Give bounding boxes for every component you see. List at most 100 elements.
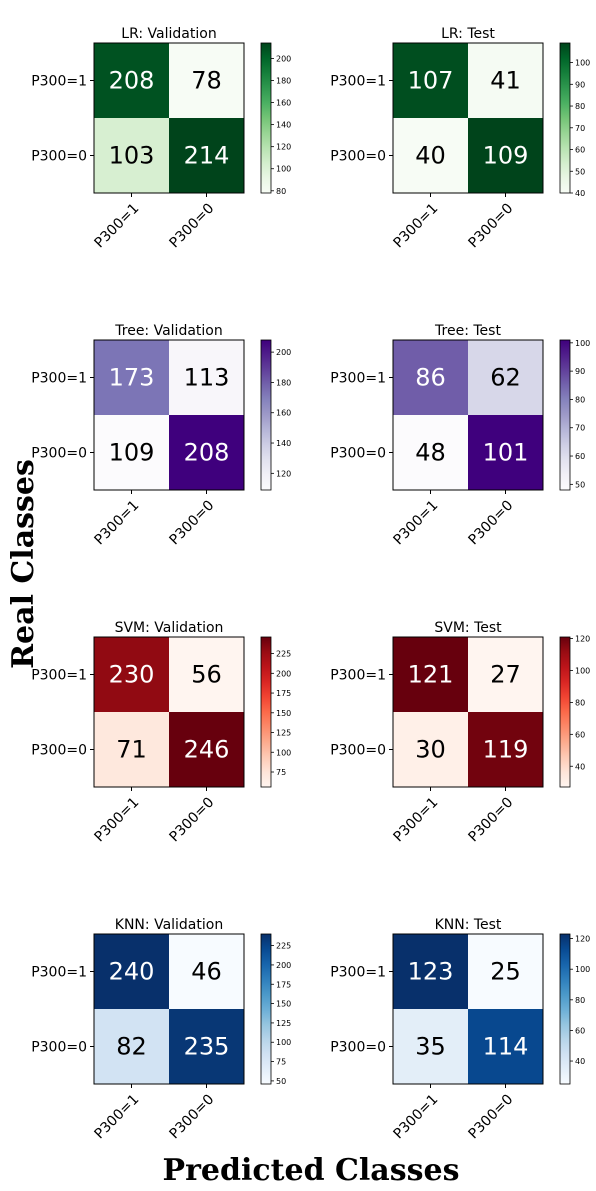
cell-value-label: 113	[184, 364, 230, 392]
cell-value-label: 71	[116, 736, 147, 764]
heatmap-panel: SVM: Test 121 27 30 119 P300=1 P300=0 P300=1 P30…	[330, 620, 590, 845]
row-tick-label: P300=0	[330, 1040, 386, 1056]
heatmap-cell	[169, 712, 244, 787]
heatmap-cell	[468, 43, 543, 118]
row-tick-label: P300=0	[330, 149, 386, 165]
colorbar-tick-label: 140	[276, 121, 291, 130]
colorbar-tick-label: 225	[276, 942, 291, 951]
row-tick-label: P300=0	[31, 149, 87, 165]
heatmap-panel: KNN: Test 123 25 35 114 P300=1 P300=0 P300=1 P30…	[330, 917, 590, 1142]
colorbar-tick-label: 140	[276, 439, 291, 448]
colorbar-tick-label: 180	[276, 77, 291, 86]
row-tick-label: P300=1	[330, 965, 386, 981]
column-tick-label: P300=1	[92, 201, 143, 252]
colorbar-tick-label: 60	[575, 1026, 585, 1035]
colorbar-tick-label: 120	[276, 469, 291, 478]
panel-title: Tree: Test	[434, 323, 501, 339]
cell-value-label: 30	[415, 736, 446, 764]
x-axis-title: Predicted Classes	[163, 1153, 460, 1188]
cell-value-label: 48	[415, 439, 446, 467]
column-tick-label: P300=0	[167, 201, 218, 252]
heatmap-cell	[468, 340, 543, 415]
column-tick-label: P300=0	[466, 201, 517, 252]
heatmap-frame	[93, 636, 245, 788]
heatmap-cell	[169, 637, 244, 712]
heatmap-cell	[169, 1009, 244, 1084]
heatmap-panel: LR: Test 107 41 40 109 P300=1 P300=0 P300=1 P300…	[330, 26, 590, 251]
heatmap-cell	[94, 934, 169, 1009]
colorbar-tick-label: 50	[575, 480, 585, 489]
column-tick-label: P300=0	[167, 498, 218, 549]
colorbar-tick-label: 75	[276, 1058, 286, 1067]
heatmap-frame	[392, 636, 544, 788]
heatmap-cell	[468, 118, 543, 193]
colorbar-tick-label: 100	[575, 339, 590, 348]
colorbar-tick-label: 60	[575, 730, 585, 739]
colorbar	[260, 636, 272, 788]
cell-value-label: 109	[483, 142, 529, 170]
colorbar-tick-label: 60	[575, 452, 585, 461]
colorbar-tick-label: 150	[276, 709, 291, 718]
panel-title: KNN: Test	[435, 917, 502, 933]
heatmap-cell	[468, 1009, 543, 1084]
heatmap-cell	[393, 637, 468, 712]
cell-value-label: 25	[490, 958, 521, 986]
column-tick-label: P300=0	[466, 1092, 517, 1143]
row-tick-label: P300=1	[31, 668, 87, 684]
column-tick-label: P300=1	[92, 498, 143, 549]
cell-value-label: 41	[490, 67, 521, 95]
panel-title: SVM: Test	[434, 620, 502, 636]
cell-value-label: 173	[109, 364, 155, 392]
colorbar-tick-label: 90	[575, 367, 585, 376]
colorbar-tick-label: 175	[276, 980, 291, 989]
row-tick-label: P300=1	[330, 668, 386, 684]
heatmap-cell	[393, 1009, 468, 1084]
colorbar-tick-label: 180	[276, 378, 291, 387]
heatmap-cell	[468, 415, 543, 490]
heatmap-cell	[94, 712, 169, 787]
heatmap-cell	[468, 637, 543, 712]
colorbar-tick-label: 80	[575, 996, 585, 1005]
colorbar-tick-label: 100	[575, 965, 590, 974]
cell-value-label: 230	[109, 661, 155, 689]
column-tick-label: P300=1	[391, 201, 442, 252]
cell-value-label: 246	[184, 736, 230, 764]
row-tick-label: P300=0	[330, 446, 386, 462]
colorbar	[260, 339, 272, 491]
colorbar-tick-label: 50	[575, 167, 585, 176]
colorbar	[559, 42, 571, 194]
y-axis-title: Real Classes	[6, 459, 41, 669]
panel-title: LR: Validation	[121, 26, 216, 42]
heatmap-cell	[393, 118, 468, 193]
row-tick-label: P300=0	[31, 1040, 87, 1056]
cell-value-label: 35	[415, 1033, 446, 1061]
column-tick-label: P300=0	[466, 795, 517, 846]
colorbar-tick-label: 80	[575, 102, 585, 111]
cell-value-label: 208	[184, 439, 230, 467]
colorbar	[559, 339, 571, 491]
heatmap-frame	[392, 339, 544, 491]
heatmap-cell	[94, 415, 169, 490]
heatmap-panel: LR: Validation 208 78 103 214 P300=1 P300=0 P30…	[31, 26, 291, 251]
colorbar-tick-label: 70	[575, 124, 585, 133]
heatmap-frame	[392, 42, 544, 194]
column-tick-label: P300=0	[466, 498, 517, 549]
colorbar-tick-label: 100	[276, 1038, 291, 1047]
colorbar-tick-label: 90	[575, 80, 585, 89]
cell-value-label: 121	[408, 661, 454, 689]
heatmap-cell	[393, 934, 468, 1009]
row-tick-label: P300=0	[31, 446, 87, 462]
heatmap-panels: LR: Validation 208 78 103 214 P300=1 P300=0 P30…	[31, 26, 590, 1142]
colorbar-tick-label: 100	[575, 59, 590, 68]
cell-value-label: 27	[490, 661, 521, 689]
heatmap-cell	[94, 43, 169, 118]
column-tick-label: P300=0	[167, 795, 218, 846]
cell-value-label: 86	[415, 364, 446, 392]
colorbar-tick-label: 200	[276, 54, 291, 63]
row-tick-label: P300=1	[31, 371, 87, 387]
colorbar-tick-label: 60	[575, 146, 585, 155]
heatmap-panel: SVM: Validation 230 56 71 246 P300=1 P300=0 P30…	[31, 620, 291, 845]
panel-title: LR: Test	[441, 26, 495, 42]
colorbar-tick-label: 200	[276, 961, 291, 970]
